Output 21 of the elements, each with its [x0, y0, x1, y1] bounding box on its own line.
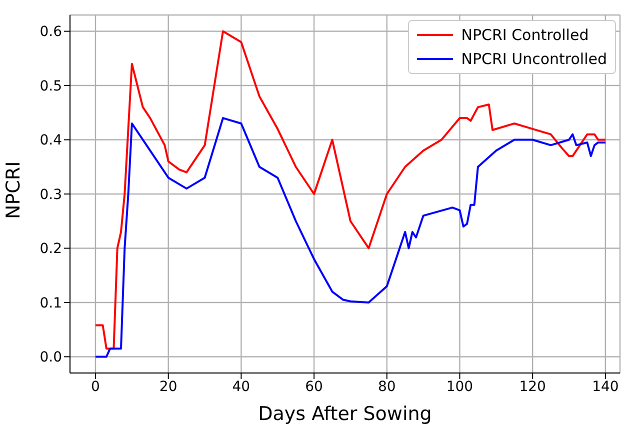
x-tick-label: 20 — [159, 378, 178, 395]
legend-label: NPCRI Uncontrolled — [461, 49, 607, 70]
x-tick-label: 120 — [519, 378, 546, 395]
y-tick-label: 0.3 — [40, 186, 62, 203]
y-axis-title: NPCRI — [2, 161, 25, 219]
y-tick-label: 0.4 — [40, 132, 62, 149]
x-tick-label: 60 — [305, 378, 323, 395]
x-axis-title: Days After Sowing — [258, 403, 432, 425]
y-tick-label: 0.2 — [40, 241, 62, 258]
x-tick-label: 100 — [446, 378, 474, 395]
x-tick-label: 0 — [91, 378, 100, 395]
legend-label: NPCRI Controlled — [461, 25, 589, 46]
line-series — [94, 117, 606, 358]
x-tick-label: 80 — [378, 378, 396, 395]
x-tick-label: 140 — [592, 378, 619, 395]
x-tick-label: 40 — [232, 378, 250, 395]
y-tick-label: 0.1 — [40, 295, 62, 312]
y-tick-label: 0.5 — [40, 78, 62, 94]
y-tick-label: 0.0 — [40, 350, 62, 366]
line-series — [94, 30, 606, 350]
y-tick-label: 0.6 — [40, 24, 62, 40]
